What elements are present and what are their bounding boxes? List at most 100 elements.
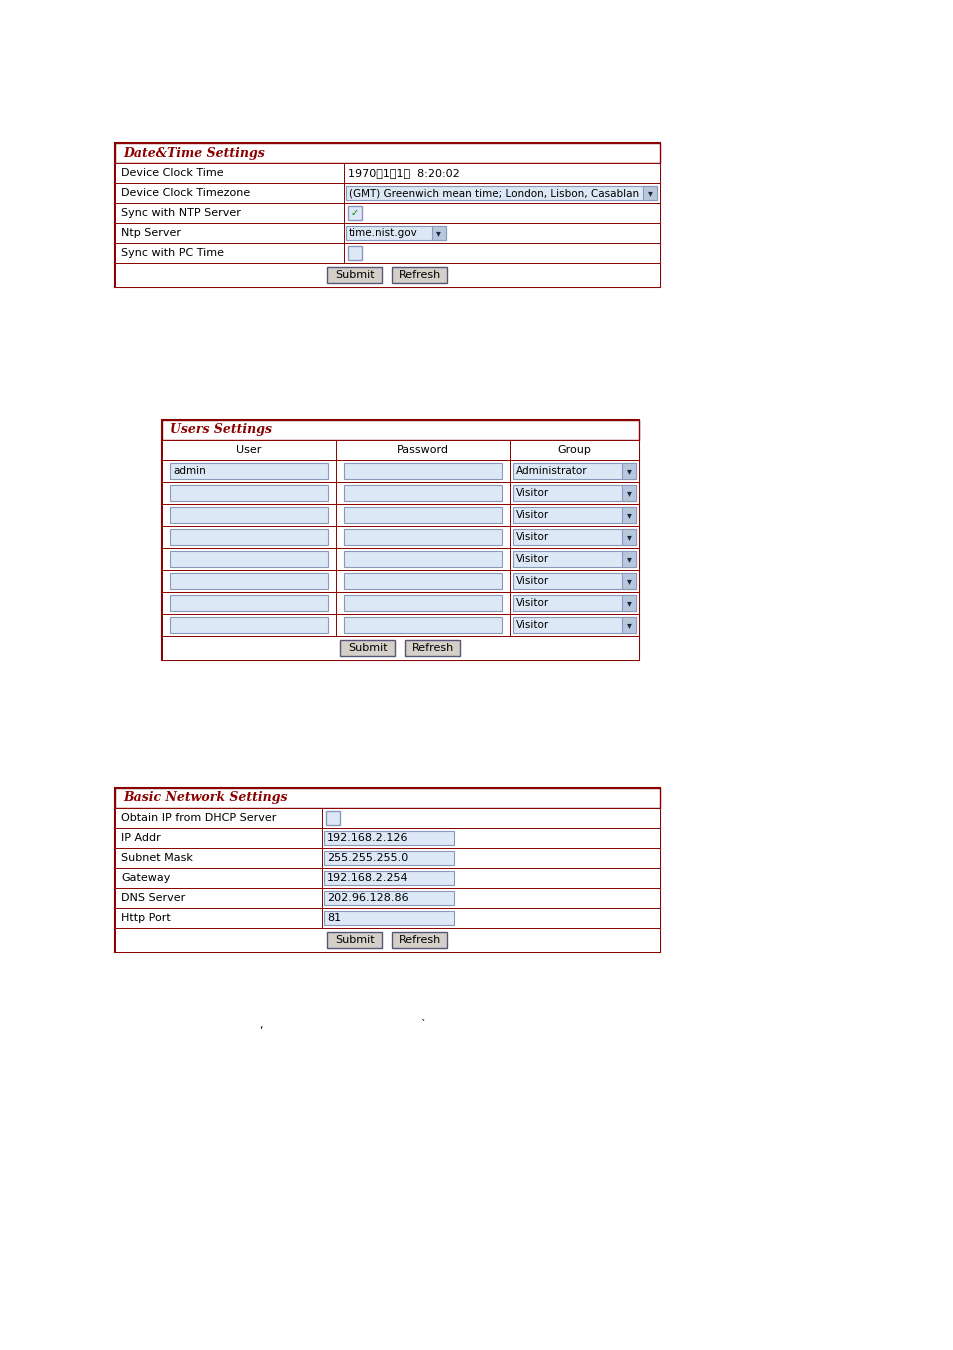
Bar	[344, 572, 501, 589]
Bar	[115, 809, 659, 828]
Text: ▾: ▾	[647, 188, 652, 198]
Bar	[162, 440, 639, 460]
Bar	[162, 526, 639, 548]
Bar	[326, 811, 339, 825]
Bar	[115, 143, 659, 163]
Text: ▾: ▾	[626, 487, 631, 498]
Text: 1970年1月1日  8:20:02: 1970年1月1日 8:20:02	[348, 167, 459, 178]
Bar	[324, 911, 454, 925]
Bar	[513, 617, 636, 633]
Text: Obtain IP from DHCP Server: Obtain IP from DHCP Server	[121, 813, 276, 823]
Bar	[162, 482, 639, 504]
Bar	[513, 551, 636, 567]
Bar	[392, 267, 447, 284]
Bar	[621, 595, 636, 612]
Bar	[170, 485, 328, 501]
Text: (GMT) Greenwich mean time; London, Lisbon, Casablan: (GMT) Greenwich mean time; London, Lisbo…	[349, 188, 639, 198]
Text: Gateway: Gateway	[121, 873, 171, 883]
Bar	[170, 617, 328, 633]
Bar	[115, 788, 659, 952]
Bar	[344, 508, 501, 522]
Text: 202.96.128.86: 202.96.128.86	[327, 892, 408, 903]
Bar	[170, 595, 328, 612]
Bar	[115, 143, 659, 288]
Text: 192.168.2.254: 192.168.2.254	[327, 873, 408, 883]
Text: 81: 81	[327, 913, 341, 923]
Bar	[513, 529, 636, 545]
Bar	[392, 931, 447, 948]
Bar	[344, 529, 501, 545]
Bar	[432, 225, 445, 240]
Bar	[405, 640, 460, 656]
Bar	[513, 508, 636, 522]
Bar	[621, 508, 636, 522]
Bar	[162, 593, 639, 614]
Text: ▾: ▾	[626, 510, 631, 520]
Bar	[344, 485, 501, 501]
Bar	[170, 463, 328, 479]
Bar	[170, 551, 328, 567]
Text: Visitor: Visitor	[516, 620, 549, 630]
Bar	[621, 529, 636, 545]
Bar	[115, 927, 659, 952]
Text: Visitor: Visitor	[516, 576, 549, 586]
Bar	[115, 223, 659, 243]
Bar	[513, 463, 636, 479]
Text: IP Addr: IP Addr	[121, 833, 161, 842]
Text: ✓: ✓	[351, 208, 358, 217]
Text: Submit: Submit	[335, 270, 375, 279]
Text: ▾: ▾	[626, 576, 631, 586]
Bar	[348, 246, 361, 261]
Bar	[327, 267, 382, 284]
Text: ,                                             `: , `	[260, 1021, 426, 1030]
Text: ▾: ▾	[626, 554, 631, 564]
Text: 192.168.2.126: 192.168.2.126	[327, 833, 408, 842]
Text: Users Settings: Users Settings	[170, 424, 272, 436]
Bar	[162, 614, 639, 636]
Bar	[344, 595, 501, 612]
Text: Password: Password	[396, 446, 449, 455]
Text: Administrator: Administrator	[516, 466, 587, 477]
Text: ▾: ▾	[626, 598, 631, 608]
Bar	[162, 636, 639, 660]
Bar	[324, 891, 454, 904]
Bar	[324, 832, 454, 845]
Text: Visitor: Visitor	[516, 510, 549, 520]
Bar	[513, 572, 636, 589]
Bar	[327, 931, 382, 948]
Bar	[115, 184, 659, 202]
Text: ▾: ▾	[436, 228, 441, 238]
Bar	[115, 243, 659, 263]
Bar	[115, 828, 659, 848]
Bar	[162, 420, 639, 440]
Bar	[513, 595, 636, 612]
Text: ▾: ▾	[626, 620, 631, 630]
Text: Refresh: Refresh	[398, 936, 440, 945]
Text: Sync with NTP Server: Sync with NTP Server	[121, 208, 240, 217]
Bar	[170, 508, 328, 522]
Text: Sync with PC Time: Sync with PC Time	[121, 248, 224, 258]
Text: Refresh: Refresh	[398, 270, 440, 279]
Text: DNS Server: DNS Server	[121, 892, 185, 903]
Bar	[344, 551, 501, 567]
Bar	[162, 420, 639, 660]
Bar	[115, 888, 659, 909]
Bar	[642, 186, 657, 200]
Bar	[115, 868, 659, 888]
Bar	[162, 460, 639, 482]
Text: Ntp Server: Ntp Server	[121, 228, 181, 238]
Bar	[621, 617, 636, 633]
Text: Subnet Mask: Subnet Mask	[121, 853, 193, 863]
Bar	[621, 485, 636, 501]
Bar	[621, 572, 636, 589]
Text: Visitor: Visitor	[516, 532, 549, 541]
Text: Visitor: Visitor	[516, 554, 549, 564]
Text: ▾: ▾	[626, 466, 631, 477]
Bar	[344, 617, 501, 633]
Text: Basic Network Settings: Basic Network Settings	[123, 791, 287, 805]
Bar	[513, 485, 636, 501]
Text: Date&Time Settings: Date&Time Settings	[123, 147, 265, 159]
Text: 255.255.255.0: 255.255.255.0	[327, 853, 408, 863]
Text: Visitor: Visitor	[516, 487, 549, 498]
Bar	[162, 548, 639, 570]
